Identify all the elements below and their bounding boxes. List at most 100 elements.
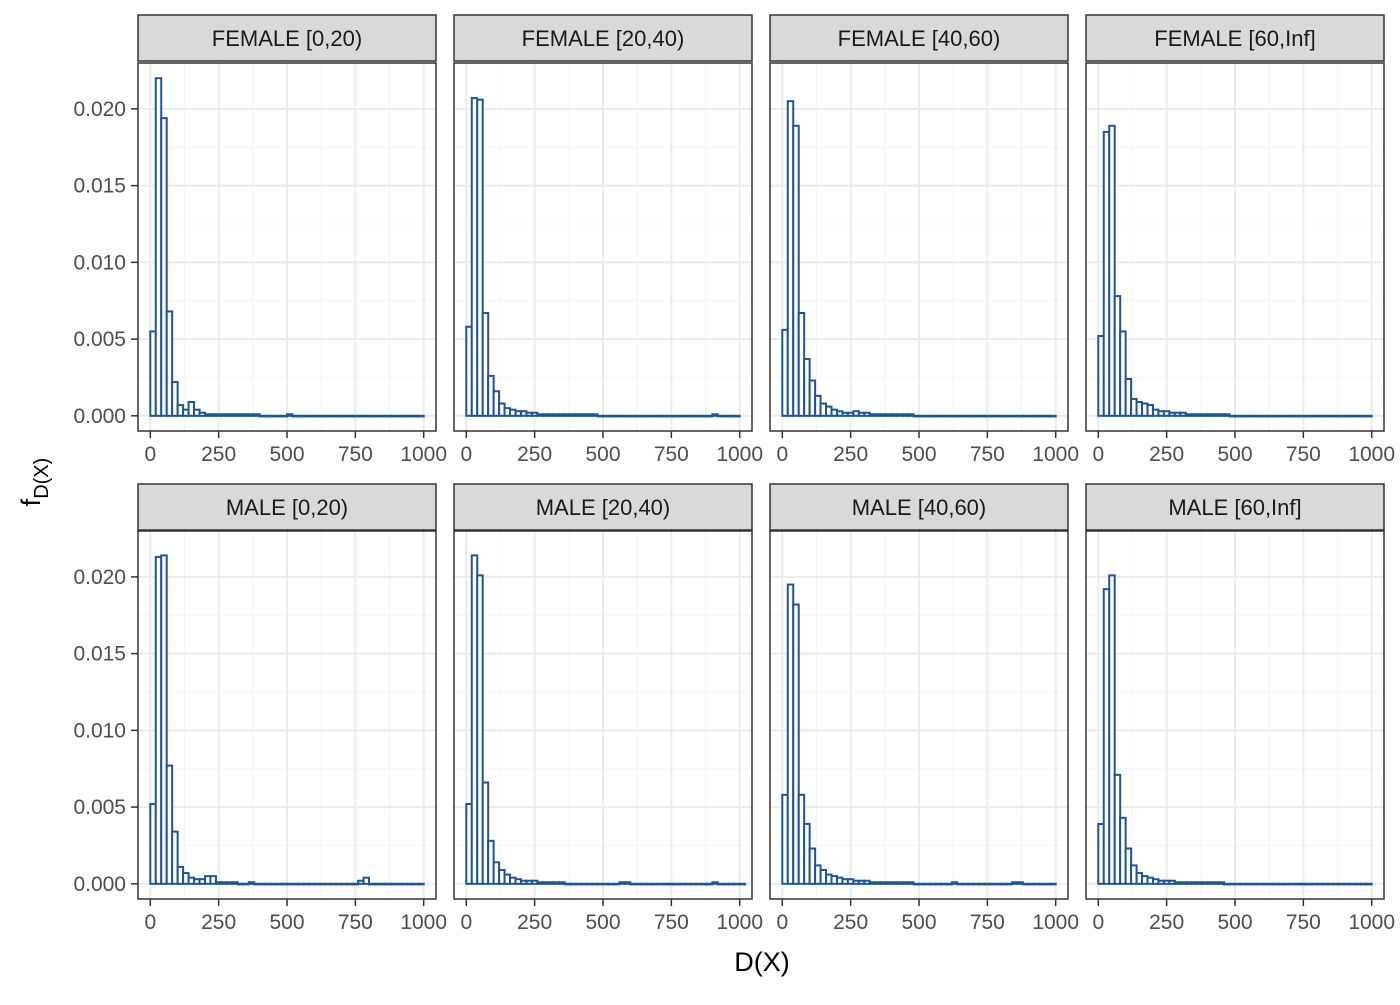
- histogram-bar: [1124, 377, 1133, 417]
- histogram-bar: [1365, 414, 1373, 418]
- x-tick-label: 1000: [400, 911, 447, 934]
- x-tick-label: 250: [201, 443, 236, 466]
- y-tick-label: 0.010: [73, 251, 126, 274]
- facet-strip: [1085, 483, 1385, 531]
- x-tick-label: 750: [338, 911, 373, 934]
- facet-panel: FEMALE [0,20) 0 250 500 750 1000 0.000 0.005 0.0…: [73, 14, 447, 466]
- histogram-bar: [417, 882, 425, 886]
- x-tick-label: 500: [269, 443, 304, 466]
- facet-strip-label: FEMALE [40,60): [838, 26, 1001, 51]
- facet-panel: MALE [20,40) 0 250 500 750 1000: [453, 483, 763, 934]
- y-axis-title-subscript: D(X): [31, 458, 53, 499]
- histogram-bar: [1365, 882, 1373, 886]
- facet-panel: MALE [40,60) 0 250 500 750 1000: [769, 483, 1079, 934]
- y-tick-label: 0.005: [73, 328, 126, 351]
- x-tick-label: 250: [517, 911, 552, 934]
- x-tick-label: 1000: [1032, 443, 1079, 466]
- facet-strip: [137, 14, 437, 62]
- y-tick-label: 0.020: [73, 98, 126, 121]
- facet-strip-label: FEMALE [0,20): [212, 26, 362, 51]
- x-tick-label: 1000: [1032, 911, 1079, 934]
- x-tick-label: 500: [901, 443, 936, 466]
- x-tick-label: 250: [517, 443, 552, 466]
- facet-strip: [137, 483, 437, 531]
- facet-strip-label: MALE [20,40): [536, 495, 671, 520]
- y-tick-label: 0.020: [73, 566, 126, 589]
- x-tick-label: 750: [1286, 911, 1321, 934]
- facet-strip-label: FEMALE [60,Inf]: [1154, 26, 1315, 51]
- x-tick-label: 250: [833, 443, 868, 466]
- facet-strip: [1085, 14, 1385, 62]
- y-tick-label: 0.010: [73, 719, 126, 742]
- facet-strip-label: MALE [60,Inf]: [1168, 495, 1301, 520]
- histogram-bar: [1108, 574, 1116, 885]
- x-tick-label: 750: [654, 911, 689, 934]
- x-tick-label: 250: [201, 911, 236, 934]
- y-tick-label: 0.000: [73, 405, 126, 428]
- histogram-bar: [792, 603, 800, 885]
- histogram-bar: [733, 414, 741, 418]
- facet-strip: [453, 14, 753, 62]
- x-tick-label: 0: [776, 911, 788, 934]
- histogram-bar: [362, 876, 371, 885]
- histogram-bar: [738, 882, 747, 886]
- x-tick-label: 750: [338, 443, 373, 466]
- x-tick-label: 250: [833, 911, 868, 934]
- histogram-bar: [481, 311, 490, 417]
- x-tick-label: 750: [654, 443, 689, 466]
- x-tick-label: 1000: [716, 443, 763, 466]
- x-tick-label: 500: [901, 911, 936, 934]
- facet-strip-label: FEMALE [20,40): [522, 26, 685, 51]
- y-tick-label: 0.015: [73, 175, 126, 198]
- histogram-bar: [1049, 882, 1057, 886]
- histogram-bar: [476, 574, 484, 885]
- y-axis-title-main: f: [16, 498, 46, 506]
- facet-panel: FEMALE [20,40) 0 250 500 750 1000: [453, 14, 763, 466]
- facet-panel: FEMALE [40,60) 0 250 500 750 1000: [769, 14, 1079, 466]
- x-tick-label: 0: [460, 911, 472, 934]
- y-axis-title: fD(X): [16, 458, 53, 507]
- x-tick-label: 1000: [716, 911, 763, 934]
- x-tick-label: 0: [144, 911, 156, 934]
- histogram-bar: [1049, 414, 1057, 418]
- x-tick-label: 0: [144, 443, 156, 466]
- x-tick-label: 0: [776, 443, 788, 466]
- x-tick-label: 0: [1092, 443, 1104, 466]
- histogram-bar: [1119, 330, 1127, 417]
- x-tick-label: 500: [585, 911, 620, 934]
- x-tick-label: 0: [460, 443, 472, 466]
- histogram-bar: [481, 781, 490, 885]
- y-tick-label: 0.000: [73, 873, 126, 896]
- histogram-bar: [792, 124, 800, 417]
- histogram-bar: [160, 117, 168, 417]
- x-tick-label: 750: [970, 911, 1005, 934]
- histogram-bar: [476, 98, 484, 417]
- x-tick-label: 1000: [1348, 911, 1395, 934]
- x-tick-label: 500: [1217, 443, 1252, 466]
- facet-strip-label: MALE [40,60): [852, 495, 987, 520]
- y-tick-label: 0.005: [73, 796, 126, 819]
- x-tick-label: 750: [1286, 443, 1321, 466]
- x-tick-label: 1000: [400, 443, 447, 466]
- histogram-bar: [209, 875, 217, 885]
- facet-strip: [769, 14, 1069, 62]
- facet-strip: [453, 483, 753, 531]
- facet-panel: FEMALE [60,Inf] 0 250 500 750 1000: [1085, 14, 1395, 466]
- x-tick-label: 0: [1092, 911, 1104, 934]
- x-tick-label: 500: [585, 443, 620, 466]
- histogram-bar: [171, 381, 179, 417]
- x-tick-label: 1000: [1348, 443, 1395, 466]
- histogram-bar: [417, 414, 425, 418]
- x-tick-label: 500: [1217, 911, 1252, 934]
- x-tick-label: 500: [269, 911, 304, 934]
- x-tick-label: 250: [1149, 911, 1184, 934]
- histogram-bar: [1108, 124, 1116, 417]
- histogram-bar: [165, 764, 174, 885]
- histogram-bar: [171, 830, 179, 885]
- x-axis-title: D(X): [734, 947, 790, 977]
- facet-panel: MALE [0,20) 0 250 500 750 1000 0.000 0.005 0.010…: [73, 483, 447, 934]
- histogram-bar: [160, 554, 168, 885]
- facet-strip-label: MALE [0,20): [226, 495, 348, 520]
